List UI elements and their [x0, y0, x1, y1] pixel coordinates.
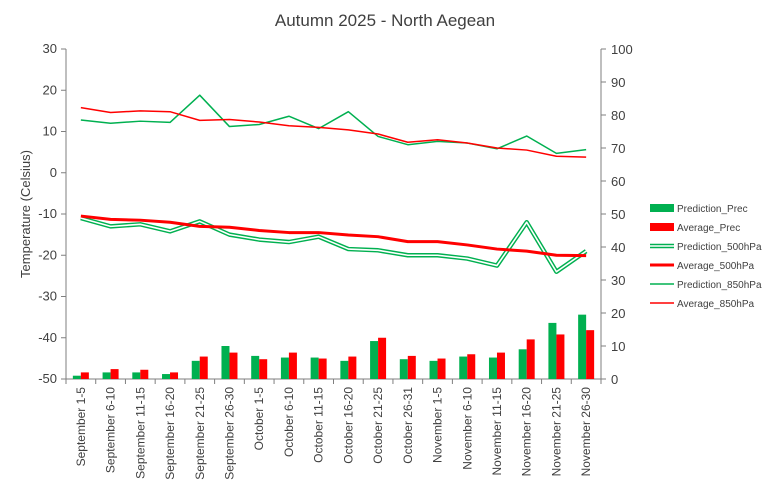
y2-tick-label: 60 — [611, 174, 625, 189]
line-average-850hpa — [80, 106, 587, 158]
legend-label-average-850hpa: Average_850hPa — [677, 299, 755, 310]
y-tick-label: -40 — [38, 330, 57, 345]
y2-tick-label: 30 — [611, 273, 625, 288]
x-tick-label: November 21-25 — [549, 387, 563, 477]
y-tick-label: -30 — [38, 289, 57, 304]
x-tick-label: September 11-15 — [133, 387, 147, 479]
bar-prediction-prec — [459, 356, 468, 379]
bar-prediction-prec — [578, 314, 587, 379]
y-tick-label: 20 — [43, 82, 57, 97]
bar-prediction-prec — [370, 341, 379, 379]
bar-average-prec — [348, 356, 357, 379]
x-tick-label: November 6-10 — [460, 387, 474, 470]
bar-prediction-prec — [132, 372, 141, 379]
bar-average-prec — [407, 355, 416, 379]
bar-prediction-prec — [548, 322, 557, 379]
x-tick-label: October 1-5 — [252, 387, 266, 451]
y-tick-label: 0 — [50, 165, 57, 180]
bar-average-prec — [586, 330, 595, 379]
y2-tick-label: 70 — [611, 141, 625, 156]
bar-prediction-prec — [191, 360, 200, 379]
x-tick-label: October 26-31 — [401, 387, 415, 464]
bar-average-prec — [556, 334, 565, 379]
x-tick-label: September 26-30 — [222, 387, 236, 480]
bar-prediction-prec — [280, 357, 289, 379]
bar-average-prec — [80, 372, 89, 379]
plot-area: 3020100-10-20-30-40-50100908070605040302… — [38, 41, 633, 480]
x-tick-label: September 1-5 — [74, 387, 88, 467]
y-tick-label: -50 — [38, 371, 57, 386]
bar-prediction-prec — [102, 372, 111, 379]
bar-prediction-prec — [429, 360, 438, 379]
y2-tick-label: 40 — [611, 240, 625, 255]
x-tick-label: October 11-15 — [312, 387, 326, 463]
legend-label-average-500hpa: Average_500hPa — [677, 261, 755, 272]
bar-prediction-prec — [162, 374, 171, 379]
legend-label-prediction-prec: Prediction_Prec — [677, 204, 748, 215]
bar-prediction-prec — [399, 359, 408, 379]
chart-title: Autumn 2025 - North Aegean — [275, 11, 495, 30]
bar-average-prec — [229, 352, 238, 379]
y-tick-label: -20 — [38, 247, 57, 262]
bar-average-prec — [140, 369, 149, 379]
y-tick-label: 30 — [43, 41, 57, 56]
y2-tick-label: 10 — [611, 339, 625, 354]
y2-tick-label: 20 — [611, 306, 625, 321]
bar-average-prec — [437, 358, 446, 379]
y2-tick-label: 90 — [611, 75, 625, 90]
bar-prediction-prec — [518, 349, 527, 379]
y2-tick-label: 0 — [611, 372, 618, 387]
legend-label-prediction-850hpa: Prediction_850hPa — [677, 280, 762, 291]
line-prediction-500hpa-inner — [80, 217, 587, 273]
x-tick-label: November 26-30 — [579, 387, 593, 477]
bar-prediction-prec — [221, 346, 230, 379]
y-tick-label: 10 — [43, 124, 57, 139]
bar-prediction-prec — [310, 357, 319, 379]
legend-swatch-prediction-prec — [650, 204, 674, 212]
bar-prediction-prec — [488, 357, 497, 379]
bar-average-prec — [110, 369, 119, 379]
bar-average-prec — [496, 352, 505, 379]
legend: Prediction_Prec Average_Prec Prediction_50… — [650, 204, 762, 310]
x-tick-label: November 1-5 — [431, 387, 445, 463]
x-tick-label: November 11-15 — [490, 387, 504, 476]
bar-average-prec — [526, 339, 535, 379]
x-tick-label: September 16-20 — [163, 387, 177, 480]
bar-average-prec — [318, 358, 327, 379]
legend-label-prediction-500hpa: Prediction_500hPa — [677, 242, 762, 253]
x-tick-label: November 16-20 — [520, 387, 534, 477]
x-tick-label: September 6-10 — [104, 387, 118, 473]
bar-average-prec — [259, 359, 268, 379]
x-tick-label: September 21-25 — [193, 387, 207, 480]
bar-prediction-prec — [251, 355, 260, 379]
bar-average-prec — [288, 352, 297, 379]
line-prediction-850hpa — [80, 94, 587, 155]
y-axis-title: Temperature (Celsius) — [18, 150, 33, 278]
y2-tick-label: 50 — [611, 207, 625, 222]
bar-average-prec — [467, 354, 476, 379]
bar-average-prec — [170, 372, 179, 379]
y-tick-label: -10 — [38, 206, 57, 221]
bar-average-prec — [199, 356, 208, 379]
bar-prediction-prec — [72, 375, 81, 379]
line-average-500hpa — [80, 214, 587, 258]
x-tick-label: October 16-20 — [341, 387, 355, 464]
bar-prediction-prec — [340, 360, 349, 379]
legend-swatch-average-prec — [650, 223, 674, 231]
x-tick-label: October 6-10 — [282, 387, 296, 457]
y2-tick-label: 80 — [611, 108, 625, 123]
y2-tick-label: 100 — [611, 42, 633, 57]
bar-average-prec — [378, 337, 387, 379]
legend-label-average-prec: Average_Prec — [677, 223, 740, 234]
x-tick-label: October 21-25 — [371, 387, 385, 464]
